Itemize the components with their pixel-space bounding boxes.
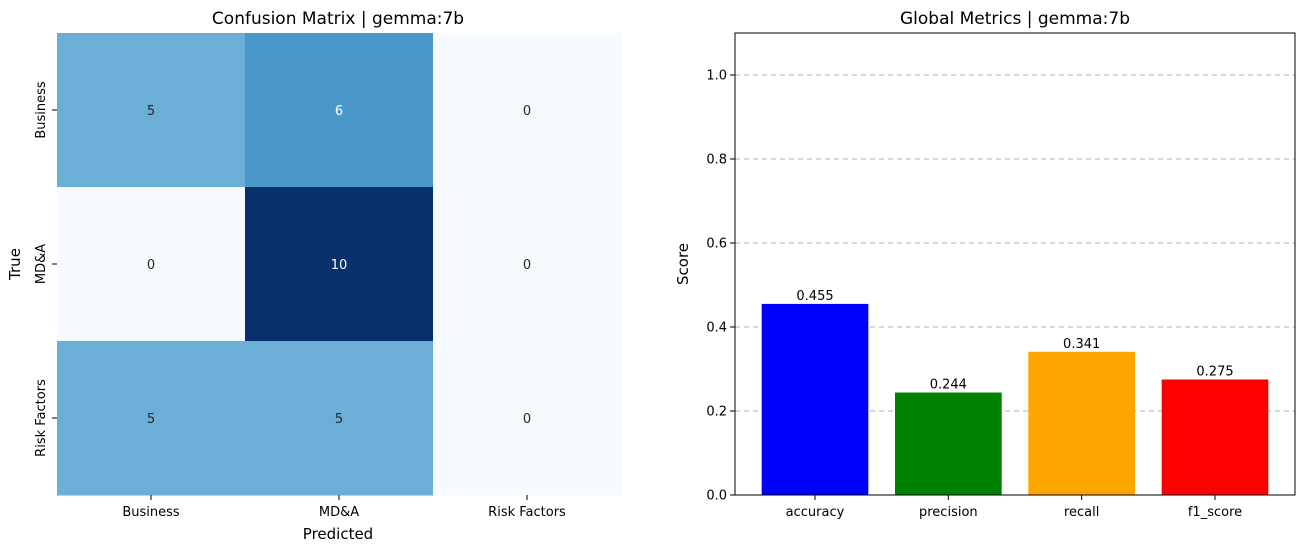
heatmap-cell — [57, 341, 246, 496]
heatmap-cell — [245, 187, 434, 342]
y-tick-label: 0.2 — [706, 405, 727, 420]
x-tick-label: Business — [122, 505, 180, 520]
heatmap-cell-value: 0 — [147, 258, 155, 273]
global-metrics-panel: Global Metrics | gemma:7b 0.455 0.244 0.34… — [674, 9, 1296, 520]
global-metrics-bars — [761, 303, 1269, 495]
confusion-matrix-x-label: Predicted — [303, 525, 373, 543]
y-tick-label: 0.0 — [706, 489, 727, 504]
global-metrics-value-labels: 0.455 0.244 0.341 0.275 — [796, 289, 1233, 393]
global-metrics-x-ticks: accuracy precision recall f1_score — [786, 495, 1242, 520]
heatmap-cell-value: 5 — [147, 104, 155, 119]
bar-value-label: 0.244 — [930, 378, 967, 393]
y-tick-label: 1.0 — [706, 69, 727, 84]
heatmap-cell — [57, 33, 246, 188]
heatmap-cell-value: 0 — [523, 104, 531, 119]
confusion-matrix-cells: 5 6 0 0 10 0 5 5 0 — [57, 33, 622, 496]
y-tick-label: Business — [34, 81, 49, 139]
bar-value-label: 0.341 — [1063, 337, 1100, 352]
heatmap-cell-value: 5 — [147, 412, 155, 427]
bar-f1-score — [1161, 379, 1269, 495]
y-tick-label: 0.8 — [706, 153, 727, 168]
x-tick-label: MD&A — [319, 505, 359, 520]
confusion-matrix-x-ticks: Business MD&A Risk Factors — [122, 495, 566, 520]
heatmap-cell-value: 0 — [523, 412, 531, 427]
y-tick-label: 0.6 — [706, 237, 727, 252]
heatmap-cell — [245, 341, 434, 496]
y-tick-label: MD&A — [34, 244, 49, 284]
heatmap-cell — [245, 33, 434, 188]
bar-recall — [1028, 351, 1135, 495]
global-metrics-title: Global Metrics | gemma:7b — [900, 9, 1130, 29]
confusion-matrix-panel: Confusion Matrix | gemma:7b 5 6 0 0 10 0 5 5 0 B… — [6, 9, 622, 543]
confusion-matrix-y-ticks: Business MD&A Risk Factors — [34, 81, 57, 457]
heatmap-cell-value: 0 — [523, 258, 531, 273]
y-tick-label: Risk Factors — [34, 379, 49, 457]
heatmap-cell-value: 10 — [331, 258, 348, 273]
heatmap-cell — [57, 187, 246, 342]
heatmap-cell — [433, 187, 622, 342]
x-tick-label: precision — [919, 505, 978, 520]
x-tick-label: accuracy — [786, 505, 845, 520]
bar-accuracy — [761, 303, 869, 495]
heatmap-cell-value: 6 — [335, 104, 343, 119]
global-metrics-plot-frame — [734, 32, 1296, 496]
x-tick-label: Risk Factors — [488, 505, 566, 520]
bar-value-label: 0.455 — [796, 289, 833, 304]
heatmap-cell — [433, 33, 622, 188]
heatmap-cell-value: 5 — [335, 412, 343, 427]
global-metrics-y-label: Score — [674, 243, 692, 285]
heatmap-cell — [433, 341, 622, 496]
confusion-matrix-title: Confusion Matrix | gemma:7b — [212, 9, 464, 29]
bar-value-label: 0.275 — [1196, 365, 1233, 380]
x-tick-label: f1_score — [1188, 505, 1242, 520]
global-metrics-y-ticks: 0.0 0.2 0.4 0.6 0.8 1.0 — [706, 69, 735, 504]
confusion-matrix-y-label: True — [6, 248, 24, 281]
x-tick-label: recall — [1064, 505, 1099, 520]
y-tick-label: 0.4 — [706, 321, 727, 336]
bar-precision — [895, 392, 1002, 495]
